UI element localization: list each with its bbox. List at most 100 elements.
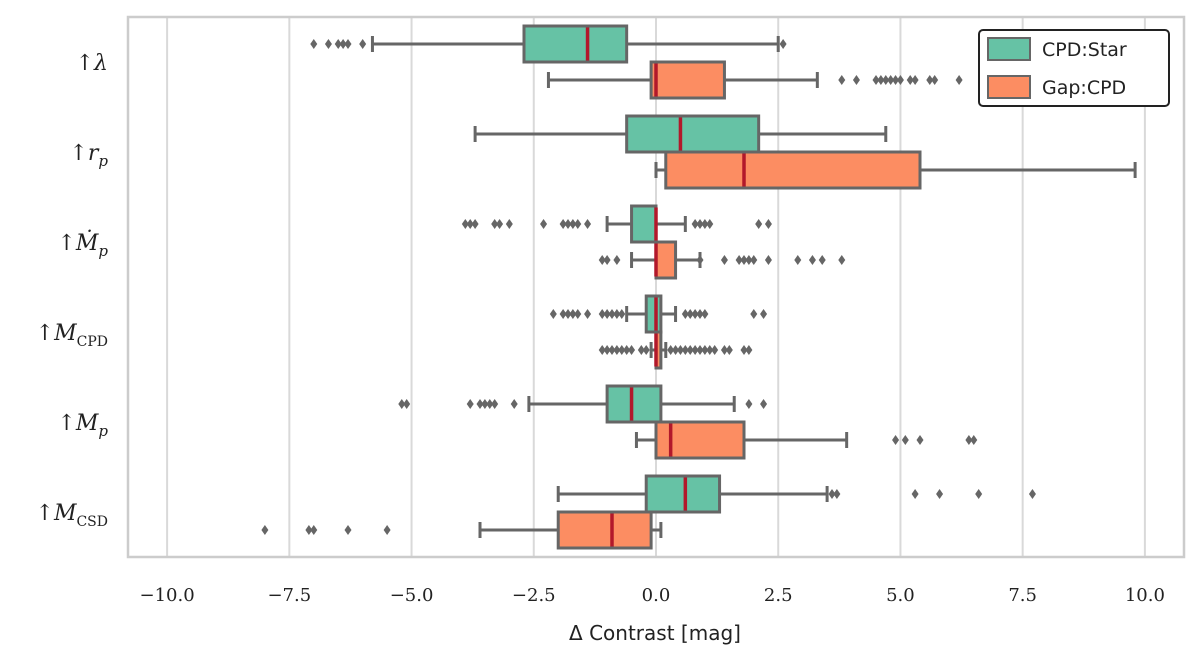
box-s0-c3 [644, 294, 663, 334]
outlier-s1-c3-12 [681, 345, 689, 355]
x-tick-label-8: 10.0 [1125, 585, 1165, 606]
outlier-s0-c5-0 [828, 489, 836, 499]
outlier-s1-c0-7 [896, 75, 904, 85]
outlier-s0-c4-3 [476, 399, 484, 409]
outlier-s0-c2-2 [471, 219, 479, 229]
category-label-2: ↑Ṁp [57, 229, 108, 260]
outlier-s0-c3-2 [564, 309, 572, 319]
outlier-s1-c0-9 [911, 75, 919, 85]
outlier-s0-c2-15 [706, 219, 714, 229]
outlier-s1-c3-22 [745, 345, 753, 355]
outlier-s0-c3-9 [613, 309, 621, 319]
outlier-s0-c2-13 [696, 219, 704, 229]
box-s1-c1 [664, 150, 922, 190]
outlier-s0-c3-5 [584, 309, 592, 319]
category-labels: ↑λ ↑rp ↑Ṁp ↑MCPD ↑Mp ↑MCSD [36, 51, 109, 530]
outlier-s0-c5-3 [936, 489, 944, 499]
outlier-s0-c0-6 [779, 39, 787, 49]
outlier-s1-c3-11 [676, 345, 684, 355]
outlier-s0-c2-12 [691, 219, 699, 229]
outlier-s1-c3-15 [696, 345, 704, 355]
outlier-s1-c4-1 [901, 435, 909, 445]
outlier-s1-c3-1 [603, 345, 611, 355]
outlier-s0-c3-6 [598, 309, 606, 319]
legend-label-gap-cpd: Gap:CPD [1042, 77, 1126, 99]
outlier-s1-c2-7 [745, 255, 753, 265]
outlier-s0-c3-3 [569, 309, 577, 319]
outlier-s0-c2-3 [491, 219, 499, 229]
outlier-s1-c2-2 [613, 255, 621, 265]
outlier-s1-c2-8 [750, 255, 758, 265]
box-s0-c4 [605, 384, 663, 424]
outlier-s1-c5-0 [261, 525, 269, 535]
outlier-s1-c3-19 [720, 345, 728, 355]
box-s0-c0 [522, 24, 629, 64]
x-tick-label-5: 2.5 [764, 585, 793, 606]
outlier-s1-c3-4 [618, 345, 626, 355]
outlier-s0-c2-1 [466, 219, 474, 229]
box-s1-c0 [649, 60, 726, 100]
x-tick-label-6: 5.0 [886, 585, 915, 606]
outlier-s0-c3-17 [760, 309, 768, 319]
box-s0-c1 [625, 114, 761, 154]
outlier-s1-c0-8 [906, 75, 914, 85]
outlier-s0-c4-9 [760, 399, 768, 409]
outlier-s1-c2-10 [794, 255, 802, 265]
outlier-s0-c3-7 [603, 309, 611, 319]
outlier-s1-c2-11 [808, 255, 816, 265]
outlier-s0-c2-14 [701, 219, 709, 229]
category-label-5: ↑MCSD [36, 501, 109, 530]
outlier-s1-c5-4 [383, 525, 391, 535]
outlier-s1-c3-17 [706, 345, 714, 355]
outlier-s0-c2-9 [569, 219, 577, 229]
outlier-s1-c2-5 [735, 255, 743, 265]
outlier-s0-c5-1 [833, 489, 841, 499]
x-tick-label-1: −7.5 [267, 585, 311, 606]
outlier-s1-c0-4 [882, 75, 890, 85]
outlier-s0-c0-1 [324, 39, 332, 49]
outlier-s0-c4-7 [510, 399, 518, 409]
outlier-s0-c5-4 [975, 489, 983, 499]
outlier-s0-c2-0 [461, 219, 469, 229]
outlier-s0-c2-7 [559, 219, 567, 229]
outlier-s0-c2-11 [584, 219, 592, 229]
outlier-s0-c0-0 [310, 39, 318, 49]
outlier-s0-c4-0 [398, 399, 406, 409]
outlier-s1-c3-13 [686, 345, 694, 355]
outlier-s1-c4-4 [970, 435, 978, 445]
outlier-s0-c2-16 [755, 219, 763, 229]
outlier-s0-c3-1 [559, 309, 567, 319]
outlier-s0-c3-14 [696, 309, 704, 319]
outlier-s1-c0-1 [852, 75, 860, 85]
outlier-s1-c2-12 [818, 255, 826, 265]
x-tick-label-0: −10.0 [140, 585, 195, 606]
plot-frame [126, 15, 1186, 559]
outlier-s1-c3-2 [608, 345, 616, 355]
outlier-s1-c0-6 [892, 75, 900, 85]
outlier-s0-c2-17 [764, 219, 772, 229]
outlier-s0-c4-4 [481, 399, 489, 409]
outlier-s0-c2-10 [574, 219, 582, 229]
outlier-s1-c2-0 [598, 255, 606, 265]
outlier-s1-c4-3 [965, 435, 973, 445]
outlier-s0-c3-13 [691, 309, 699, 319]
outlier-s0-c0-4 [344, 39, 352, 49]
x-tick-label-2: −5.0 [390, 585, 434, 606]
outlier-s1-c2-6 [740, 255, 748, 265]
outlier-s0-c3-4 [574, 309, 582, 319]
outlier-s0-c3-0 [549, 309, 557, 319]
outlier-s0-c2-8 [564, 219, 572, 229]
outlier-s1-c5-2 [310, 525, 318, 535]
outlier-s1-c0-12 [955, 75, 963, 85]
outlier-s0-c4-6 [491, 399, 499, 409]
outlier-s1-c0-11 [931, 75, 939, 85]
outlier-s0-c0-5 [359, 39, 367, 49]
outlier-s1-c2-9 [764, 255, 772, 265]
category-label-0: ↑λ [76, 51, 108, 76]
outlier-s1-c0-2 [872, 75, 880, 85]
outlier-s0-c3-10 [618, 309, 626, 319]
outlier-s0-c2-6 [540, 219, 548, 229]
outlier-s1-c2-4 [720, 255, 728, 265]
outlier-s1-c0-3 [877, 75, 885, 85]
